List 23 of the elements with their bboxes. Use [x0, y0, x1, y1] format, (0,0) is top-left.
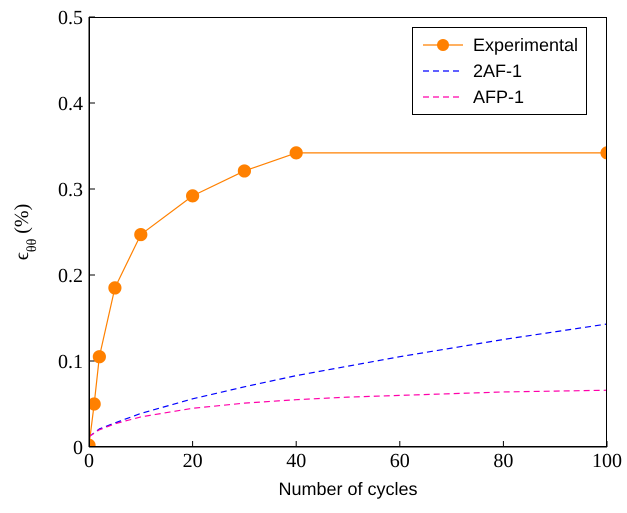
x-tick-label: 20 [182, 450, 203, 472]
y-tick-label: 0.5 [58, 7, 83, 30]
y-tick-label: 0.1 [58, 351, 83, 374]
x-tick-label: 40 [286, 450, 306, 472]
point [89, 397, 101, 411]
x-tick-label: 60 [390, 450, 410, 472]
y-tick-label: 0.2 [58, 265, 83, 288]
x-tick-label: 80 [493, 450, 514, 472]
y-tick-label: 0.3 [58, 179, 83, 202]
line-series [89, 323, 607, 438]
legend-label: AFP-1 [472, 86, 524, 108]
point [134, 228, 148, 242]
legend-label: Experimental [472, 34, 578, 56]
point [92, 350, 106, 364]
y-tick-label: 0.4 [58, 93, 83, 116]
point [238, 164, 251, 178]
point [108, 281, 122, 294]
x-axis-title: Number of cycles [278, 479, 418, 499]
line-series [89, 390, 607, 438]
point [186, 189, 200, 202]
x-tick-label: 100 [592, 450, 622, 472]
legend-label: 2AF-1 [472, 60, 522, 82]
point [290, 146, 303, 160]
